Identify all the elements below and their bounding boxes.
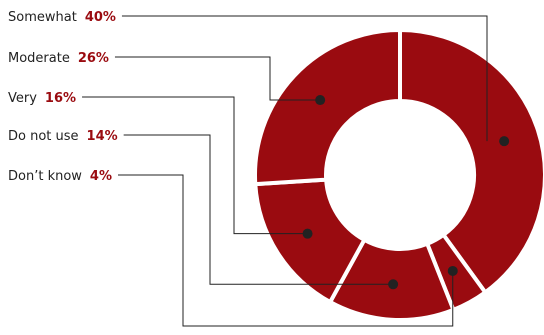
- slice-somewhat: [398, 27, 544, 296]
- label-dont-know-name: Don’t know: [8, 169, 82, 184]
- label-somewhat-name: Somewhat: [8, 10, 77, 25]
- label-very-name: Very: [8, 91, 37, 106]
- dot-don-t-know: [447, 265, 458, 276]
- slice-moderate: [253, 27, 402, 187]
- label-somewhat-value: 40%: [85, 10, 116, 25]
- label-dont-know: Don’t know 4%: [8, 169, 112, 184]
- label-do-not-use-value: 14%: [87, 129, 118, 144]
- leader-lines: [82, 15, 488, 327]
- label-very: Very 16%: [8, 91, 76, 106]
- leader-somewhat: [121, 15, 488, 142]
- leader-don-t-know: [118, 174, 454, 327]
- dot-moderate: [315, 95, 326, 106]
- dot-somewhat: [499, 136, 510, 147]
- dot-very: [302, 228, 313, 239]
- leader-very: [82, 96, 308, 235]
- slice-dots: [302, 95, 510, 290]
- donut-slices: [253, 27, 544, 322]
- leader-moderate: [114, 56, 321, 101]
- label-moderate-name: Moderate: [8, 51, 70, 66]
- category-labels: Somewhat 40% Moderate 26% Very 16% Do not u…: [8, 10, 118, 184]
- label-do-not-use: Do not use 14%: [8, 129, 118, 144]
- label-very-value: 16%: [45, 91, 76, 106]
- dot-do-not-use: [388, 279, 399, 290]
- leader-do-not-use: [123, 134, 394, 285]
- label-moderate: Moderate 26%: [8, 51, 109, 66]
- label-do-not-use-name: Do not use: [8, 129, 79, 144]
- label-moderate-value: 26%: [78, 51, 109, 66]
- label-dont-know-value: 4%: [90, 169, 112, 184]
- label-somewhat: Somewhat 40%: [8, 10, 116, 25]
